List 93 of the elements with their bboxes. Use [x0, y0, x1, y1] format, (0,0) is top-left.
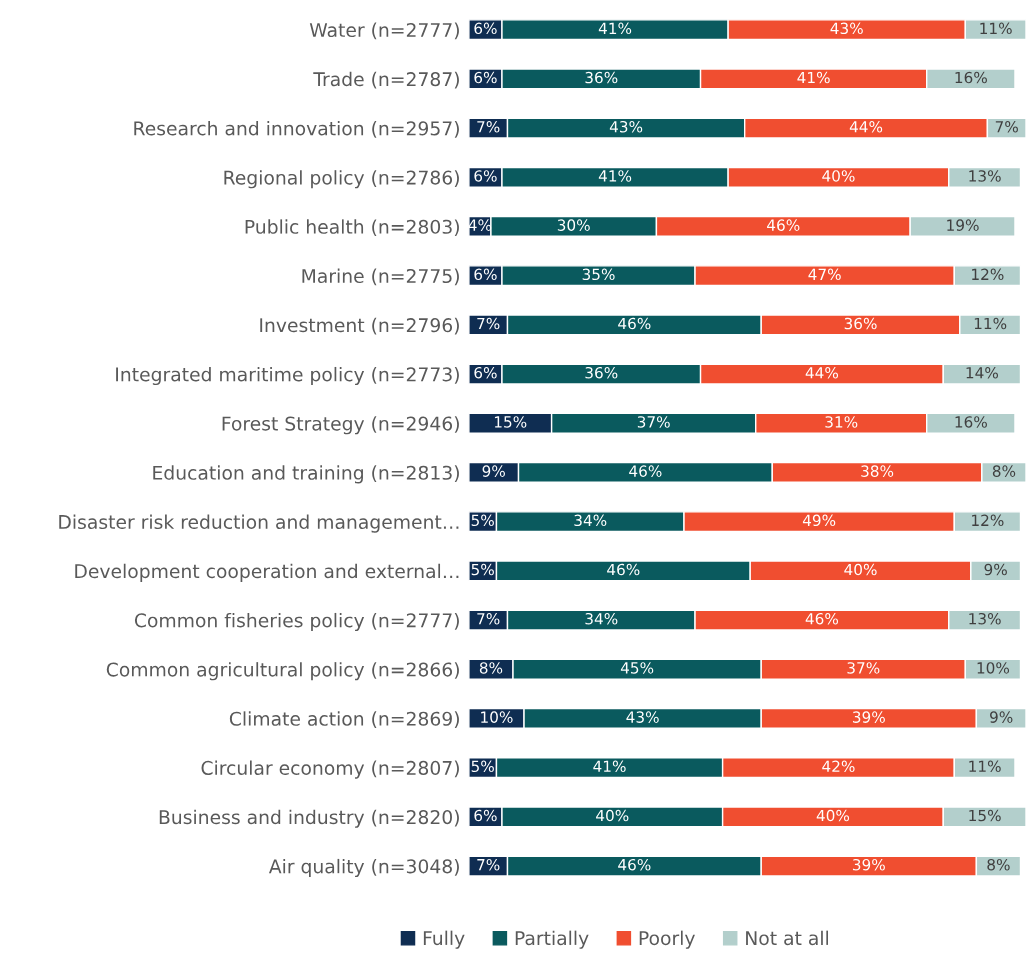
data-label: 7% [995, 120, 1018, 133]
data-label: 8% [992, 465, 1016, 477]
data-label: 19% [947, 219, 979, 231]
data-label: 11% [969, 760, 1001, 773]
y-tick-label: Circular economy (n=2807) [201, 760, 459, 779]
data-label: 46% [767, 219, 800, 231]
data-label: 6% [474, 809, 497, 822]
data-label: 41% [593, 760, 626, 773]
data-label: 11% [980, 22, 1012, 35]
y-tick-label: Air quality (n=3048) [268, 858, 459, 878]
y-tick-label: Disaster risk reduction and management… [59, 514, 459, 533]
data-label: 40% [596, 809, 629, 822]
data-label: 46% [618, 317, 651, 330]
data-label: 36% [585, 366, 618, 379]
data-label: 13% [969, 612, 1001, 625]
data-label: 12% [972, 514, 1004, 527]
data-label: 40% [844, 563, 877, 576]
data-label: 46% [607, 563, 640, 576]
data-label: 8% [479, 662, 503, 674]
data-label: 37% [637, 416, 670, 428]
data-label: 40% [816, 809, 850, 822]
data-label: 6% [474, 71, 497, 84]
data-label: 15% [494, 416, 527, 428]
data-label: 15% [969, 809, 1001, 822]
data-label: 6% [474, 366, 497, 379]
data-label: 46% [629, 465, 662, 477]
data-label: 6% [474, 170, 497, 182]
data-label: 36% [844, 317, 877, 330]
y-tick-label: Education and training (n=2813) [153, 465, 459, 484]
data-label: 37% [847, 662, 880, 674]
data-label: 5% [471, 563, 494, 576]
data-label: 41% [797, 71, 830, 84]
y-tick-label: Regional policy (n=2786) [224, 170, 459, 189]
data-label: 5% [471, 760, 494, 773]
data-label: 7% [477, 612, 500, 625]
y-tick-label: Forest Strategy (n=2946) [222, 416, 459, 435]
data-label: 34% [585, 612, 618, 625]
y-tick-label: Trade (n=2787) [313, 71, 459, 89]
data-label: 44% [805, 366, 839, 379]
data-label: 9% [482, 465, 505, 477]
data-label: 6% [474, 268, 497, 281]
y-tick-label: Research and innovation (n=2957) [134, 120, 459, 138]
y-tick-label: Climate action (n=2869) [229, 711, 459, 729]
data-label: 38% [861, 465, 894, 477]
y-tick-label: Public health (n=2803) [245, 219, 459, 237]
data-label: 6% [474, 22, 497, 35]
data-label: 36% [585, 71, 618, 84]
data-label: 41% [598, 170, 632, 182]
y-tick-label: Water (n=2777) [309, 22, 459, 40]
data-label: 42% [822, 760, 855, 773]
data-label: 46% [805, 612, 839, 625]
y-tick-label: Integrated maritime policy (n=2773) [116, 366, 459, 386]
legend-label: Fully [423, 930, 465, 949]
data-label: 14% [966, 366, 999, 379]
data-label: 47% [808, 268, 841, 281]
data-label: 44% [849, 120, 883, 133]
data-label: 40% [822, 170, 855, 182]
data-label: 13% [969, 170, 1001, 182]
data-label: 8% [987, 858, 1010, 871]
y-tick-label: Marine (n=2775) [302, 268, 459, 286]
data-label: 30% [557, 219, 590, 231]
data-label: 10% [977, 662, 1010, 674]
data-label: 43% [609, 120, 643, 133]
y-tick-label: Common fisheries policy (n=2777) [134, 612, 459, 632]
data-label: 45% [620, 662, 654, 674]
data-label: 11% [974, 317, 1007, 330]
data-label: 49% [802, 514, 836, 527]
data-label: 43% [830, 22, 863, 35]
data-label: 39% [852, 858, 885, 871]
data-label: 39% [852, 711, 885, 723]
data-label: 41% [598, 22, 632, 35]
data-label: 35% [582, 268, 615, 281]
data-label: 16% [955, 71, 987, 84]
y-tick-label: Business and industry (n=2820) [159, 809, 459, 828]
data-label: 46% [618, 858, 651, 871]
data-label: 7% [477, 317, 500, 330]
y-tick-label: Investment (n=2796) [260, 317, 459, 335]
data-label: 5% [471, 514, 494, 527]
data-label: 31% [825, 416, 858, 428]
legend-label: Poorly [639, 930, 695, 949]
y-tick-label: Common agricultural policy (n=2866) [106, 662, 459, 681]
data-label: 16% [955, 416, 987, 428]
data-label: 10% [481, 711, 513, 723]
data-label: 12% [972, 268, 1004, 281]
y-tick-label: Development cooperation and external… [75, 563, 459, 582]
data-label: 9% [984, 563, 1007, 576]
data-label: 9% [990, 711, 1013, 723]
legend-label: Not at all [746, 930, 829, 946]
legend-label: Partially [515, 930, 589, 949]
data-label: 7% [477, 858, 500, 871]
data-label: 43% [626, 711, 659, 723]
data-label: 7% [477, 120, 500, 133]
data-label: 34% [574, 514, 607, 527]
